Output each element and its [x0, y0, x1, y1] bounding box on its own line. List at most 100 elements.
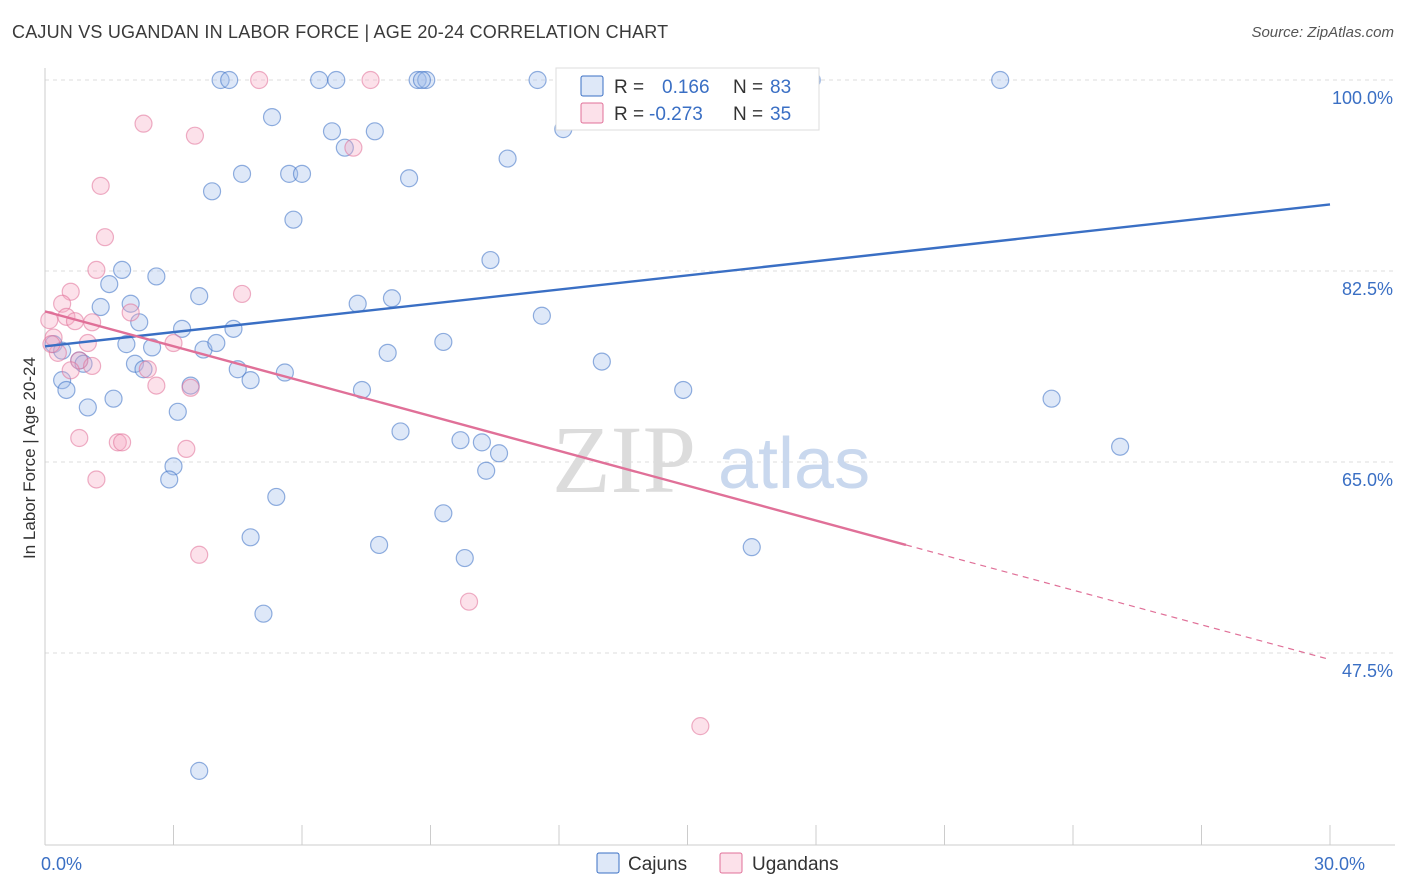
cajun-point: [207, 333, 226, 353]
legend-n-label-cajun: N =: [733, 77, 763, 98]
ugandan-point: [250, 70, 269, 90]
ugandan-point: [361, 70, 380, 90]
chart-title: CAJUN VS UGANDAN IN LABOR FORCE | AGE 20…: [12, 22, 669, 42]
cajun-point: [310, 70, 329, 90]
cajun-point: [434, 504, 453, 523]
cajun-point: [292, 164, 312, 183]
cajun-point: [262, 108, 282, 127]
cajun-point: [532, 306, 551, 325]
cajun-point: [1042, 389, 1061, 408]
cajun-point: [365, 122, 384, 141]
points-layer: [40, 70, 1130, 780]
y-axis-title: In Labor Force | Age 20-24: [20, 357, 39, 559]
ugandan-point: [459, 592, 479, 611]
ugandan-point: [691, 717, 710, 736]
cajun-point: [104, 389, 123, 408]
cajun-point: [1111, 437, 1130, 456]
ugandan-point: [112, 433, 132, 452]
legend-r-value-cajun: 0.166: [662, 77, 710, 98]
bottom-legend: Cajuns Ugandans: [596, 852, 839, 875]
bottom-legend-label-cajuns: Cajuns: [628, 854, 687, 875]
cajun-point: [370, 535, 389, 555]
cajun-point: [742, 538, 761, 557]
y-tick-label: 65.0%: [1342, 470, 1393, 490]
watermark-zip: ZIP: [552, 406, 696, 513]
axis-layer: 100.0% 82.5% 65.0% 47.5% 0.0% 30.0% In Labor F…: [20, 68, 1395, 874]
legend-box: [555, 67, 820, 131]
cajun-point: [190, 287, 209, 306]
chart-source: Source: ZipAtlas.com: [1251, 24, 1394, 41]
cajun-point: [190, 761, 209, 780]
trend-layer: [44, 203, 1331, 661]
ugandan-point: [190, 545, 209, 564]
cajun-point: [674, 380, 693, 400]
ugandan-point: [181, 378, 200, 397]
ugandan-point: [121, 303, 140, 322]
x-tick-label: 30.0%: [1314, 854, 1365, 874]
ugandan-point: [138, 360, 157, 379]
bottom-legend-swatch-cajuns: [596, 852, 620, 874]
cajun-point: [451, 431, 470, 450]
ugandan-point: [147, 376, 166, 395]
ugandan-point: [87, 260, 106, 280]
cajun-point: [391, 422, 410, 441]
x-tick-label: 0.0%: [41, 854, 82, 874]
y-tick-label: 82.5%: [1342, 279, 1393, 299]
ugandan-point: [134, 114, 153, 133]
ugandan-point: [232, 284, 252, 304]
y-tick-label: 100.0%: [1332, 88, 1393, 108]
cajun-point: [327, 70, 346, 90]
ugandan-trend-extension: [905, 544, 1331, 661]
ugandan-point: [95, 228, 115, 247]
legend-r-label-ugandan: R =: [614, 104, 644, 125]
cajun-point: [160, 470, 179, 489]
cajun-point: [254, 604, 273, 623]
cajun-point: [78, 398, 97, 417]
cajun-point: [172, 319, 192, 338]
cajun-point: [112, 260, 132, 280]
cajun-point: [134, 360, 153, 379]
ugandan-point: [91, 176, 110, 195]
legend-r-label-cajun: R =: [614, 77, 644, 98]
watermark: ZIP atlas: [552, 406, 870, 513]
y-tick-label: 47.5%: [1342, 661, 1393, 681]
cajun-point: [241, 528, 260, 547]
cajun-point: [267, 487, 286, 507]
cajun-point: [481, 250, 500, 270]
legend-n-label-ugandan: N =: [733, 104, 763, 125]
cajun-point: [168, 402, 187, 421]
legend-n-value-ugandan: 35: [770, 104, 791, 125]
cajun-point: [455, 548, 474, 568]
ugandan-point: [87, 470, 106, 489]
cajun-point: [399, 169, 419, 188]
ugandan-point: [70, 428, 89, 448]
cajun-point: [348, 294, 367, 313]
cajun-point: [417, 70, 436, 90]
ugandan-point: [185, 126, 205, 145]
cajun-point: [322, 122, 342, 141]
legend-n-value-cajun: 83: [770, 77, 791, 98]
cajun-point: [280, 164, 299, 183]
watermark-atlas: atlas: [718, 424, 870, 504]
cajun-trend-line: [44, 203, 1331, 348]
ugandan-point: [177, 439, 196, 459]
cajun-point: [412, 70, 432, 90]
legend-swatch-cajun: [580, 75, 604, 97]
cajun-point: [592, 352, 611, 371]
cajun-point: [142, 338, 162, 357]
cajun-point: [991, 70, 1010, 90]
cajun-point: [472, 433, 491, 452]
ugandan-point: [344, 138, 363, 157]
cajun-point: [147, 267, 166, 286]
cajun-point: [528, 70, 547, 90]
cajun-point: [224, 319, 243, 338]
ugandan-point: [83, 356, 102, 376]
cajun-point: [117, 335, 136, 354]
ugandan-point: [108, 433, 127, 452]
cajun-point: [91, 297, 110, 317]
legend: R = 0.166 N = 83 R = -0.273 N = 35: [555, 67, 820, 131]
cajun-point: [241, 371, 260, 390]
cajun-point: [57, 380, 76, 400]
cajun-point: [284, 210, 303, 229]
cajun-point: [378, 343, 397, 362]
